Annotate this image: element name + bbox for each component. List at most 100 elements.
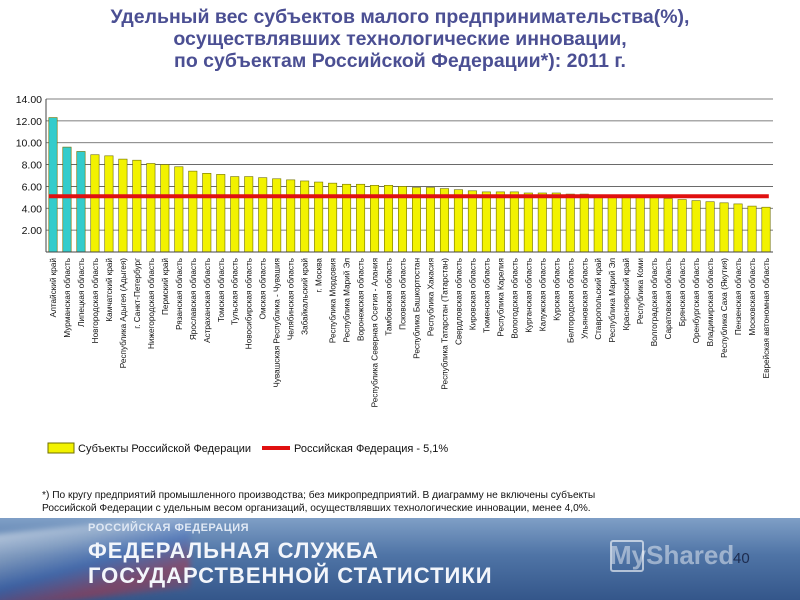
page-number: 40 bbox=[733, 550, 750, 567]
bar-14 bbox=[244, 176, 254, 253]
x-tick-label-50: Московская область bbox=[748, 258, 757, 335]
x-tick-label-6: г. Санкт-Петербург bbox=[133, 258, 142, 329]
x-tick-label-29: Свердловская область bbox=[454, 258, 463, 345]
x-tick-label-32: Республика Карелия bbox=[496, 258, 505, 337]
bar-44 bbox=[663, 198, 673, 253]
bar-45 bbox=[677, 199, 687, 253]
x-tick-label-35: Калужская область bbox=[538, 258, 547, 331]
chart-title: Удельный вес субъектов малого предприним… bbox=[40, 6, 760, 72]
x-tick-label-33: Вологодская область bbox=[510, 258, 519, 339]
bar-35 bbox=[537, 192, 547, 253]
bar-1 bbox=[62, 146, 72, 253]
x-tick-label-42: Республика Коми bbox=[636, 258, 645, 324]
bar-5 bbox=[118, 158, 128, 253]
x-tick-label-38: Ульяновская область bbox=[580, 258, 589, 339]
x-tick-label-20: Республика Мордовия bbox=[329, 258, 338, 343]
bar-48 bbox=[719, 202, 729, 253]
x-tick-label-17: Челябинская область bbox=[287, 258, 296, 340]
y-tick-label-1: 4.00 bbox=[22, 203, 43, 215]
banner-line-2: ГОСУДАРСТВЕННОЙ СТАТИСТИКИ bbox=[88, 563, 493, 588]
banner-country: РОССИЙСКАЯ ФЕДЕРАЦИЯ bbox=[88, 522, 250, 534]
x-tick-label-5: Республика Адыгея (Адыгея) bbox=[119, 258, 128, 368]
bar-17 bbox=[286, 179, 296, 253]
bar-51 bbox=[761, 206, 771, 253]
x-tick-label-44: Саратовская область bbox=[664, 258, 673, 339]
x-tick-label-2: Липецкая область bbox=[77, 258, 86, 327]
x-tick-label-25: Псковская область bbox=[399, 258, 408, 330]
bar-8 bbox=[160, 164, 170, 253]
bar-16 bbox=[272, 178, 282, 253]
bar-20 bbox=[328, 182, 338, 253]
bar-13 bbox=[230, 176, 240, 253]
chart-title-line-3: по субъектам Российской Федерации*): 201… bbox=[174, 50, 626, 72]
x-tick-label-26: Республика Башкортостан bbox=[412, 258, 421, 359]
x-tick-label-21: Республика Марий Эл bbox=[343, 258, 352, 343]
bar-31 bbox=[481, 191, 491, 253]
bar-3 bbox=[90, 154, 100, 253]
x-tick-label-27: Республика Хакасия bbox=[426, 258, 435, 336]
footnote-line-2: Российской Федерации с удельным весом ор… bbox=[42, 503, 591, 514]
bar-40 bbox=[607, 194, 617, 253]
bar-46 bbox=[691, 200, 701, 253]
x-tick-label-15: Омская область bbox=[259, 258, 268, 319]
bar-4 bbox=[104, 155, 114, 253]
bar-50 bbox=[747, 205, 757, 253]
x-tick-label-16: Чувашская Республика - Чувашия bbox=[273, 258, 282, 388]
x-tick-label-49: Пензенская область bbox=[734, 258, 743, 335]
y-tick-label-5: 12.00 bbox=[16, 116, 42, 128]
x-tick-label-41: Красноярский край bbox=[622, 258, 631, 330]
bar-32 bbox=[495, 191, 505, 253]
x-tick-labels: Алтайский край Мурманская область Липецкая… bbox=[49, 258, 771, 408]
x-tick-label-0: Алтайский край bbox=[49, 258, 58, 317]
x-tick-label-18: Забайкальский край bbox=[301, 258, 310, 335]
bar-7 bbox=[146, 163, 156, 253]
bar-33 bbox=[509, 191, 519, 253]
x-tick-label-30: Кировская область bbox=[468, 258, 477, 330]
x-tick-label-36: Курская область bbox=[552, 258, 561, 321]
x-tick-label-14: Новосибирская область bbox=[245, 258, 254, 349]
y-tick-label-3: 8.00 bbox=[22, 160, 43, 172]
x-tick-label-51: Еврейская автономная область bbox=[762, 258, 771, 378]
x-tick-label-34: Курганская область bbox=[524, 258, 533, 333]
bar-0 bbox=[48, 117, 58, 253]
bar-2 bbox=[76, 151, 86, 253]
x-tick-label-10: Ярославская область bbox=[189, 258, 198, 340]
bar-10 bbox=[188, 170, 198, 253]
x-tick-label-8: Пермский край bbox=[161, 258, 170, 315]
footnote: *) По кругу предприятий промышленного пр… bbox=[42, 489, 762, 515]
bars bbox=[48, 117, 771, 253]
x-tick-label-1: Мурманская область bbox=[63, 258, 72, 338]
x-tick-label-22: Воронежская область bbox=[357, 258, 366, 341]
bar-30 bbox=[467, 190, 477, 253]
legend-bar-swatch bbox=[47, 442, 75, 454]
bar-41 bbox=[621, 194, 631, 253]
y-tick-label-4: 10.00 bbox=[16, 138, 42, 150]
x-tick-label-46: Оренбургская область bbox=[692, 258, 701, 343]
banner-line-1: ФЕДЕРАЛЬНАЯ СЛУЖБА bbox=[88, 538, 379, 563]
bar-11 bbox=[202, 173, 212, 253]
x-tick-label-4: Камчатский край bbox=[105, 258, 114, 322]
x-tick-label-7: Нижегородская область bbox=[147, 258, 156, 349]
legend: Субъекты Российской Федерации Российская… bbox=[47, 442, 448, 455]
x-tick-label-31: Тюменская область bbox=[482, 258, 491, 333]
bar-9 bbox=[174, 166, 184, 253]
rosstat-banner: РОССИЙСКАЯ ФЕДЕРАЦИЯ ФЕДЕРАЛЬНАЯ СЛУЖБА … bbox=[0, 518, 800, 600]
bar-18 bbox=[300, 180, 310, 253]
x-tick-label-11: Астраханская область bbox=[203, 258, 212, 343]
x-tick-label-39: Ставропольский край bbox=[594, 258, 603, 340]
chart-title-line-1: Удельный вес субъектов малого предприним… bbox=[110, 6, 690, 28]
x-tick-label-3: Новгородская область bbox=[91, 258, 100, 343]
x-tick-label-37: Белгородская область bbox=[566, 258, 575, 343]
bar-36 bbox=[551, 192, 561, 253]
bar-29 bbox=[453, 189, 463, 253]
bar-43 bbox=[649, 197, 659, 253]
bar-34 bbox=[523, 192, 533, 253]
chart-title-line-2: осуществлявших технологические инновации… bbox=[173, 28, 627, 50]
bar-38 bbox=[579, 193, 589, 253]
y-tick-labels: 2.00 4.00 6.00 8.00 10.00 12.00 14.00 bbox=[16, 94, 42, 237]
x-tick-label-43: Волгоградская область bbox=[650, 258, 659, 346]
watermark-icon bbox=[610, 540, 644, 572]
x-tick-label-40: Республика Марий Эл bbox=[608, 258, 617, 343]
x-tick-label-28: Республика Татарстан (Татарстан) bbox=[440, 258, 449, 390]
footnote-line-1: *) По кругу предприятий промышленного пр… bbox=[42, 490, 596, 501]
